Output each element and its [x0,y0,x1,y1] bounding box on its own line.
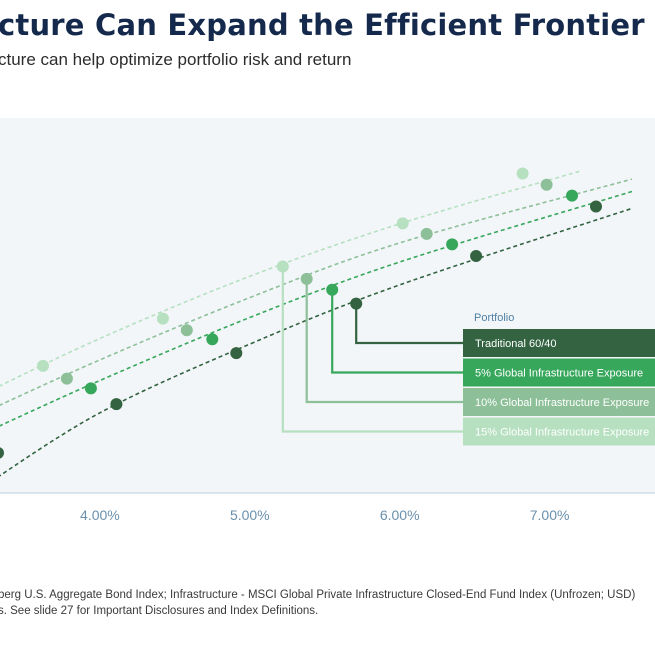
legend-label-traditional: Traditional 60/40 [475,338,557,350]
point-infra15-4 [396,217,409,230]
trend-line-infra10 [0,178,633,406]
point-infra10-3 [300,272,313,285]
chart-title: cture Can Expand the Efficient Frontier [0,8,645,42]
point-infra5-3 [206,333,219,346]
point-traditional-5 [470,250,483,262]
x-axis-ticks: 4.00% 5.00% 6.00% 7.00% [80,507,569,523]
point-infra5-5 [446,238,459,251]
point-traditional-2 [110,398,123,411]
legend-label-infra15: 15% Global Infrastructure Exposure [475,427,649,439]
point-infra5-4 [326,283,339,296]
point-infra15-2 [156,312,169,325]
footnote: berg U.S. Aggregate Bond Index; Infrastr… [0,587,655,619]
trend-line-infra5 [0,190,633,427]
point-traditional-3 [230,347,243,360]
footnote-line-2: s. See slide 27 for Important Disclosure… [0,605,319,617]
point-infra10-4 [420,227,433,240]
point-traditional-6 [590,200,602,213]
callout-line-infra10 [305,278,463,404]
legend-swatch-traditional [463,329,655,357]
point-infra5-2 [84,382,97,395]
legend: Portfolio 15% Global Infrastructure Expo… [463,312,655,446]
point-infra15-1 [37,359,49,372]
point-infra10-2 [180,324,193,337]
callout-line-traditional [355,303,463,345]
legend-title: Portfolio [474,312,514,324]
x-tick-label-4: 7.00% [530,507,570,523]
trend-line-infra15 [0,170,580,387]
legend-callout-lines [281,266,463,433]
legend-swatch-infra15 [463,417,655,446]
point-infra5-6 [566,189,578,202]
x-tick-label-2: 5.00% [230,507,270,523]
legend-label-infra5: 5% Global Infrastructure Exposure [475,368,643,380]
chart-subtitle: cture can help optimize portfolio risk a… [0,50,352,69]
legend-label-infra10: 10% Global Infrastructure Exposure [475,397,649,409]
trend-lines [0,170,633,477]
efficient-frontier-chart: 4.00% 5.00% 6.00% 7.00% Portfolio 15% Globa… [0,118,655,523]
legend-swatch-infra5 [463,358,655,387]
callout-line-infra5 [331,289,463,374]
footnote-line-1: berg U.S. Aggregate Bond Index; Infrastr… [0,589,636,601]
point-traditional-4 [350,297,363,310]
x-tick-label-1: 4.00% [80,507,120,523]
legend-swatch-infra10 [463,388,655,416]
point-infra10-5 [540,178,553,191]
x-tick-label-3: 6.00% [380,507,420,523]
point-infra10-1 [60,372,73,385]
trend-line-traditional [0,207,633,477]
point-traditional-1 [0,447,4,459]
point-infra15-5 [516,167,529,180]
point-infra15-3 [276,260,289,273]
data-points [0,167,602,459]
callout-line-infra15 [281,266,463,433]
